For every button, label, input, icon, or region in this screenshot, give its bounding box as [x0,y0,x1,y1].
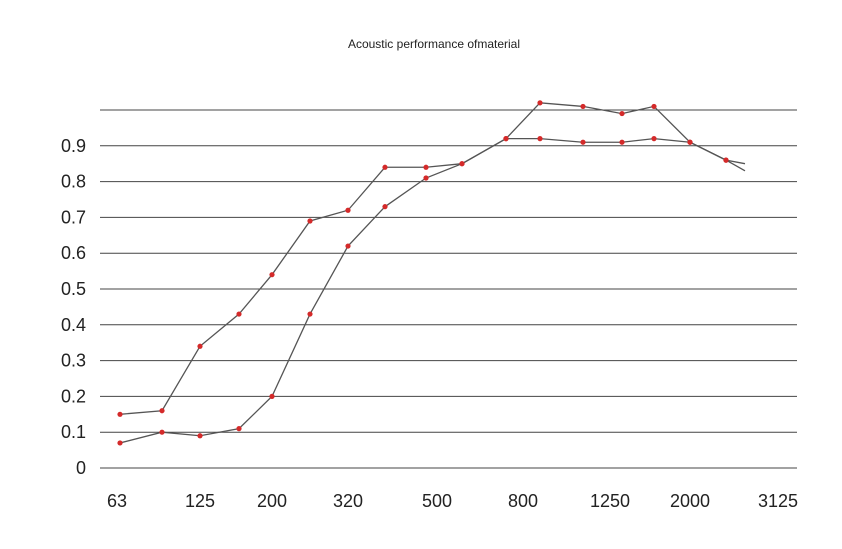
x-tick-label: 500 [422,491,452,511]
x-tick-label: 125 [185,491,215,511]
data-point [159,429,165,435]
data-point [503,136,509,142]
y-tick-label: 0.3 [61,351,86,371]
y-tick-label: 0.7 [61,207,86,227]
data-point [651,136,657,142]
data-point [269,393,275,399]
x-tick-label: 63 [107,491,127,511]
y-axis-ticks: 0 0.1 0.2 0.3 0.4 0.5 0.6 0.7 0.8 0.9 [61,136,86,478]
data-point [423,175,429,181]
data-point [723,157,729,163]
data-point [580,103,586,110]
data-point [197,433,203,439]
data-point [423,164,429,170]
chart-title: Acoustic performance ofmaterial [348,37,520,51]
data-point [580,139,586,145]
x-tick-label: 3125 [758,491,798,511]
data-point [345,243,351,249]
data-point [236,311,242,317]
data-point [651,103,657,110]
y-tick-label: 0 [76,458,86,478]
data-point [537,136,543,142]
data-point [382,204,388,210]
data-point [459,161,465,167]
data-point [236,426,242,432]
data-point [307,311,313,317]
data-point [537,100,543,106]
data-point [117,440,123,446]
series-line [119,137,746,444]
y-tick-label: 0.6 [61,243,86,263]
series-1 [117,100,746,417]
data-point [619,110,625,117]
data-point [197,343,203,349]
y-tick-label: 0.9 [61,136,86,156]
series-2 [117,136,746,446]
x-tick-label: 1250 [590,491,630,511]
grid-layer [100,109,797,469]
data-point [269,272,275,278]
x-tick-label: 320 [333,491,363,511]
y-tick-label: 0.1 [61,422,86,442]
data-point [307,218,313,224]
y-tick-label: 0.5 [61,279,86,299]
x-tick-label: 2000 [670,491,710,511]
data-point [117,411,123,417]
y-tick-label: 0.2 [61,386,86,406]
data-point [687,139,693,145]
y-tick-label: 0.4 [61,315,86,335]
data-point [619,139,625,145]
series-line [119,102,746,415]
data-point [345,207,351,213]
x-tick-label: 200 [257,491,287,511]
y-tick-label: 0.8 [61,172,86,192]
series-layer [117,100,746,446]
x-axis-ticks: 63 125 200 320 500 800 1250 2000 3125 [107,491,798,511]
x-tick-label: 800 [508,491,538,511]
data-point [382,164,388,170]
data-point [159,408,165,414]
